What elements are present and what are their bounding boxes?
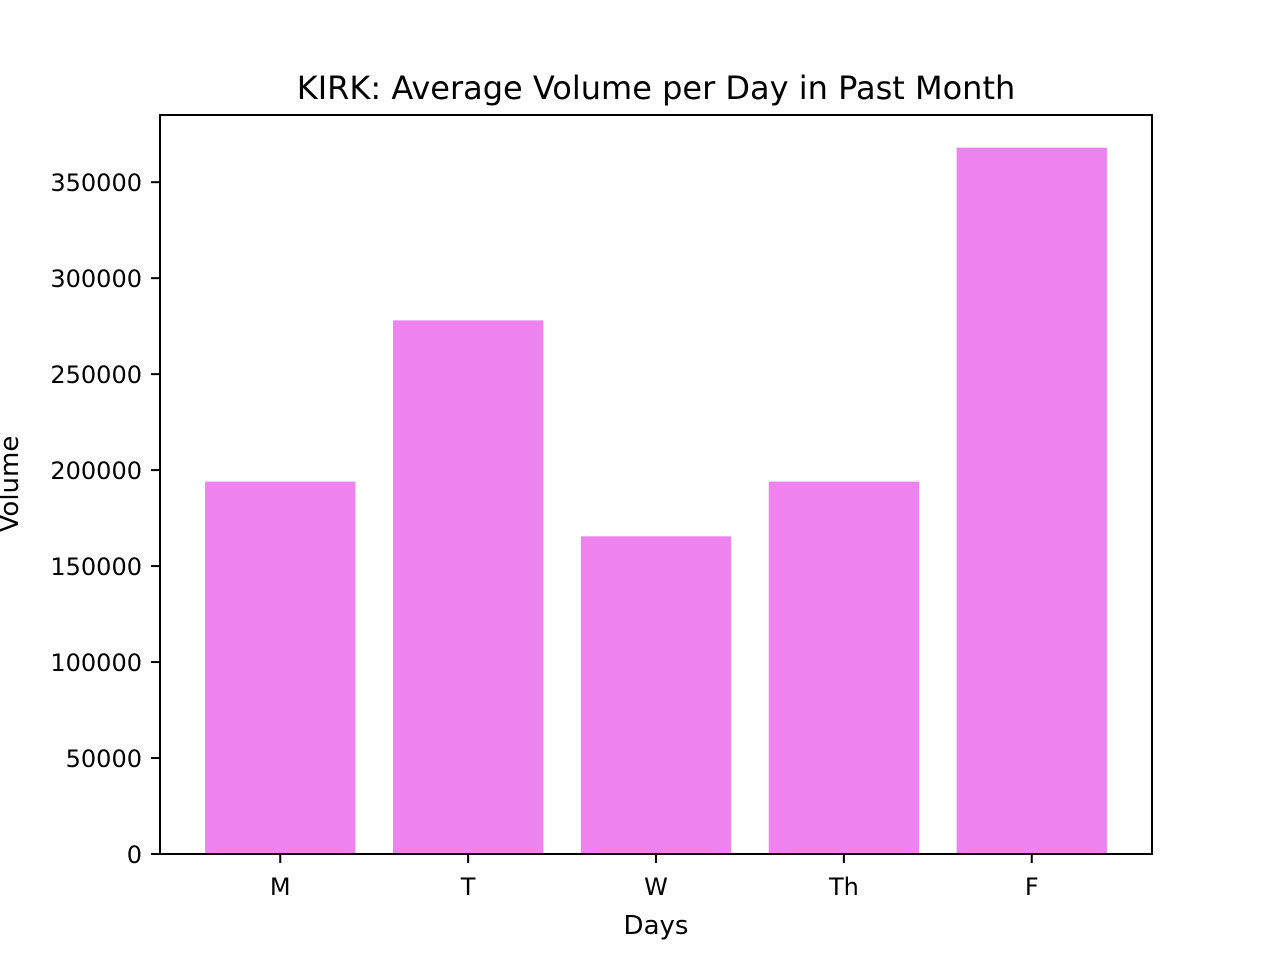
bar-t [392,320,544,855]
y-axis-label: Volume [0,436,25,533]
x-tick-label: T [460,873,476,901]
y-tick-label: 50000 [66,745,142,773]
bar-m [205,481,356,854]
y-tick-label: 350000 [50,169,142,197]
plot-frame [159,114,1153,855]
x-tick-label: F [1025,873,1039,901]
x-tick-label: W [644,873,668,901]
bars-group [205,147,1107,855]
y-tick-label: 200000 [50,457,142,485]
bar-w [580,536,732,854]
y-tick-label: 0 [127,841,142,869]
x-axis: M T W Th F [270,854,1039,901]
y-tick-label: 250000 [50,361,142,389]
y-axis: 0 50000 100000 150000 200000 250000 300000 3500… [50,169,160,869]
x-tick-label: Th [828,873,859,901]
chart-title: KIRK: Average Volume per Day in Past Mon… [297,69,1016,107]
bar-f [956,147,1107,854]
y-tick-label: 150000 [50,553,142,581]
x-axis-label: Days [624,911,689,941]
y-tick-label: 300000 [50,265,142,293]
x-tick-label: M [270,873,291,901]
bar-th [768,481,920,854]
y-tick-label: 100000 [50,649,142,677]
